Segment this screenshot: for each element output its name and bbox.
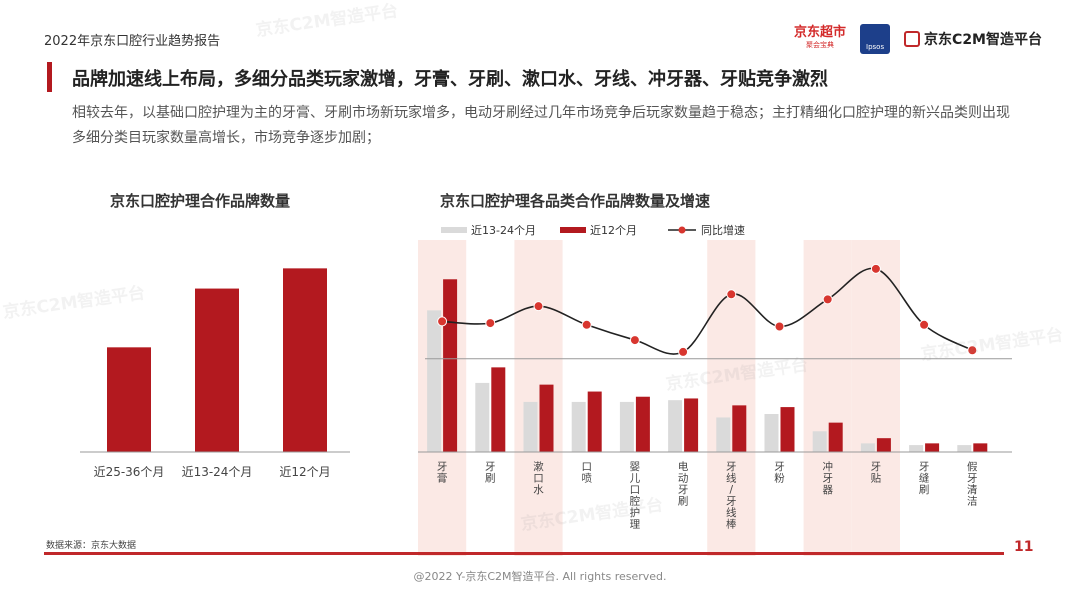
bar-13-24-months — [523, 401, 538, 452]
bar-13-24-months — [957, 445, 972, 452]
right-tick-label: 漱口水 — [533, 461, 544, 496]
growth-point — [967, 345, 978, 356]
category-highlight-band — [803, 240, 852, 556]
right-tick-label: 电动牙刷 — [678, 460, 689, 508]
bar-13-24-months — [860, 443, 875, 452]
brand-count-bar — [107, 347, 151, 452]
bar-13-24-months — [716, 417, 731, 452]
c2m-mark-icon — [904, 31, 921, 47]
bar-13-24-months — [764, 414, 779, 452]
bar-13-24-months — [475, 382, 490, 452]
growth-point — [822, 294, 833, 305]
left-tick-label: 近12个月 — [279, 465, 330, 479]
right-tick-label: 牙粉 — [774, 461, 785, 485]
left-tick-label: 近13-24个月 — [182, 465, 253, 479]
bar-12-months — [443, 279, 458, 452]
right-tick-label: 口喷 — [581, 461, 592, 485]
bar-12-months — [491, 367, 506, 452]
copyright: @2022 Y-京东C2M智造平台. All rights reserved. — [413, 570, 667, 583]
bar-13-24-months — [909, 445, 924, 452]
right-tick-label: 牙线/牙线棒 — [726, 461, 737, 531]
legend-label-13-24-months: 近13-24个月 — [471, 224, 536, 237]
jd-c2m-logo: 京东C2M智造平台 — [904, 29, 1042, 49]
right-tick-label: 假牙清洁 — [967, 460, 978, 508]
bar-12-months — [635, 396, 650, 452]
bar-13-24-months — [571, 401, 586, 452]
bar-13-24-months — [619, 401, 634, 452]
ipsos-logo: Ipsos — [860, 24, 891, 54]
data-source: 数据来源：京东大数据 — [46, 541, 137, 551]
right-tick-label: 牙刷 — [485, 461, 496, 485]
jd-supermarket-logo: 京东超市 聚会宝典 — [794, 25, 847, 49]
bar-12-months — [973, 443, 988, 452]
bar-12-months — [925, 443, 940, 452]
growth-point — [629, 335, 640, 346]
bar-13-24-months — [812, 431, 827, 452]
bar-12-months — [876, 438, 891, 452]
brand-count-bar — [195, 288, 239, 452]
right-chart-title: 京东口腔护理各品类合作品牌数量及增速 — [440, 192, 711, 210]
left-tick-label: 近25-36个月 — [94, 465, 165, 479]
left-chart-title: 京东口腔护理合作品牌数量 — [110, 192, 291, 210]
report-title: 2022年京东口腔行业趋势报告 — [44, 34, 221, 49]
bar-12-months — [828, 422, 843, 452]
growth-point — [485, 318, 496, 329]
bar-12-months — [539, 384, 554, 452]
category-highlight-band — [418, 240, 467, 556]
growth-point — [533, 301, 544, 312]
legend-swatch-13-24-months — [441, 227, 467, 233]
bar-13-24-months — [427, 310, 442, 452]
growth-point — [678, 346, 689, 357]
headline-accent-bar — [47, 62, 52, 92]
growth-point — [870, 263, 881, 274]
legend-marker-growth — [678, 226, 686, 234]
bar-12-months — [780, 407, 795, 452]
bar-12-months — [684, 398, 699, 452]
growth-point — [774, 321, 785, 332]
page-number: 11 — [1014, 539, 1034, 555]
growth-point — [919, 319, 930, 330]
growth-point — [581, 319, 592, 330]
right-tick-label: 婴儿口腔护理 — [630, 461, 641, 531]
right-tick-label: 牙膏 — [437, 461, 448, 485]
category-highlight-band — [851, 240, 900, 556]
footer-divider — [44, 552, 1004, 555]
legend-label-12-months: 近12个月 — [590, 224, 637, 237]
bar-12-months — [587, 391, 602, 452]
bar-13-24-months — [668, 400, 683, 452]
category-highlight-band — [514, 240, 563, 556]
headline: 品牌加速线上布局，多细分品类玩家激增，牙膏、牙刷、漱口水、牙线、冲牙器、牙贴竞争… — [72, 69, 828, 90]
right-tick-label: 牙缝刷 — [919, 461, 930, 496]
legend-swatch-12-months — [560, 227, 586, 233]
summary-text: 相较去年，以基础口腔护理为主的牙膏、牙刷市场新玩家增多，电动牙刷经过几年市场竞争… — [72, 105, 1010, 146]
growth-point — [437, 316, 448, 327]
brand-count-bar — [283, 268, 327, 452]
partner-logos: 京东超市 聚会宝典 Ipsos 京东C2M智造平台 — [794, 24, 1042, 54]
bar-12-months — [732, 405, 747, 452]
growth-point — [726, 289, 737, 300]
legend-label-growth: 同比增速 — [701, 223, 745, 237]
right-tick-label: 牙贴 — [871, 461, 882, 485]
right-tick-label: 冲牙器 — [822, 460, 833, 496]
